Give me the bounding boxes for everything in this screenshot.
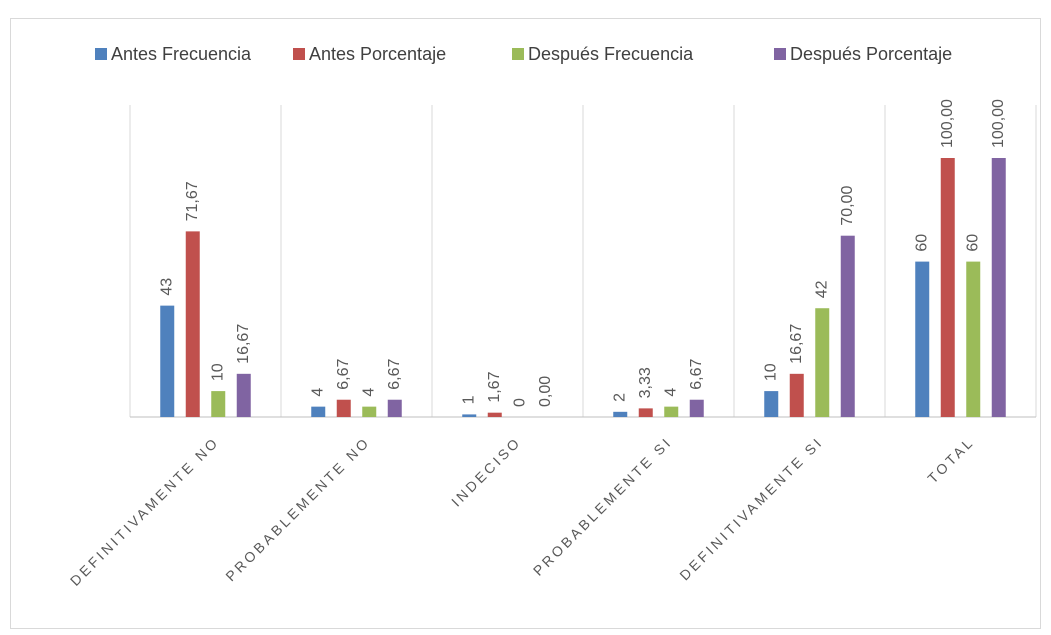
bar: [966, 261, 981, 417]
bar: [487, 412, 502, 417]
legend-swatch: [293, 48, 305, 60]
bar: [789, 373, 804, 417]
legend-swatch: [512, 48, 524, 60]
data-label: 2: [611, 393, 628, 402]
bar: [915, 261, 930, 417]
data-label: 100,00: [990, 99, 1007, 148]
data-label: 3,33: [637, 367, 654, 398]
bar: [362, 406, 377, 417]
bar: [664, 406, 679, 417]
data-label: 70,00: [839, 186, 856, 226]
bar: [815, 308, 830, 417]
data-label: 60: [913, 234, 930, 252]
data-label: 10: [762, 363, 779, 381]
data-label: 10: [209, 363, 226, 381]
legend-swatch: [774, 48, 786, 60]
bar: [336, 399, 351, 417]
bar: [940, 158, 955, 417]
data-label: 6,67: [335, 358, 352, 389]
bar: [840, 235, 855, 417]
legend-swatch: [95, 48, 107, 60]
bar: [311, 406, 326, 417]
bar: [236, 373, 251, 417]
data-label: 0,00: [537, 376, 554, 407]
data-label: 42: [813, 280, 830, 298]
data-label: 4: [309, 388, 326, 397]
data-label: 71,67: [184, 181, 201, 221]
legend-label: Después Frecuencia: [528, 44, 694, 64]
data-label: 1,67: [486, 371, 503, 402]
bar: [211, 391, 226, 417]
data-label: 4: [662, 388, 679, 397]
bar: [160, 305, 175, 417]
data-label: 6,67: [386, 358, 403, 389]
bar: [613, 411, 628, 417]
data-label: 1: [460, 395, 477, 404]
data-label: 60: [964, 234, 981, 252]
legend-label: Antes Frecuencia: [111, 44, 252, 64]
bar: [764, 391, 779, 417]
bar: [185, 231, 200, 417]
bar: [387, 399, 402, 417]
data-label: 4: [360, 388, 377, 397]
data-label: 0: [511, 398, 528, 407]
data-label: 16,67: [235, 324, 252, 364]
data-label: 100,00: [939, 99, 956, 148]
bar: [462, 414, 477, 417]
data-label: 16,67: [788, 324, 805, 364]
chart-border: [10, 18, 1041, 629]
bar: [689, 399, 704, 417]
legend-label: Antes Porcentaje: [309, 44, 446, 64]
bar: [991, 158, 1006, 417]
data-label: 6,67: [688, 358, 705, 389]
data-label: 43: [158, 278, 175, 296]
legend-label: Después Porcentaje: [790, 44, 952, 64]
bar: [638, 408, 653, 417]
